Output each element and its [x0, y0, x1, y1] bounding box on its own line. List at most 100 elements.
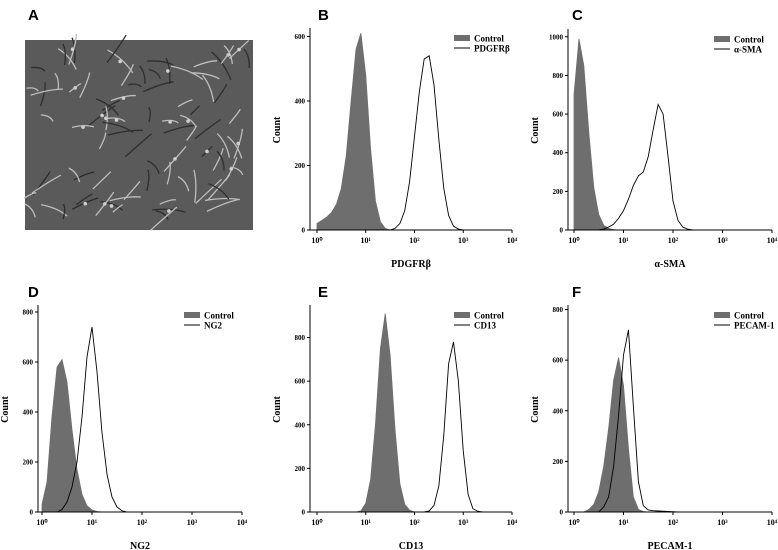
x-axis-label: PDGFRβ	[391, 259, 431, 270]
cell	[180, 114, 197, 128]
legend-swatch	[714, 312, 730, 318]
x-tick-label: 10²	[409, 236, 420, 245]
micrograph-cells	[24, 33, 250, 231]
cell	[194, 118, 222, 140]
cell	[163, 124, 195, 134]
cell	[201, 74, 215, 103]
cell	[146, 169, 150, 191]
cell	[190, 105, 200, 116]
x-tick-label: 10²	[668, 518, 679, 527]
cell	[223, 45, 233, 65]
cell	[177, 99, 193, 108]
cell	[150, 206, 178, 231]
cell	[228, 40, 250, 59]
cell	[148, 106, 151, 123]
y-axis-label: Count	[530, 395, 541, 422]
legend-label: α-SMA	[734, 45, 763, 55]
cell	[226, 135, 243, 159]
panel-label: A	[28, 7, 39, 24]
cell	[68, 167, 81, 183]
legend-label: CD13	[474, 321, 496, 331]
cell	[211, 51, 232, 81]
cell	[123, 180, 141, 201]
x-tick-label: 10⁴	[507, 236, 518, 245]
cell	[75, 193, 93, 206]
y-tick-label: 0	[302, 227, 306, 235]
x-tick-label: 10²	[137, 518, 148, 527]
cell	[216, 133, 231, 158]
y-axis-label: Count	[272, 116, 283, 143]
cell-body	[104, 116, 108, 121]
x-axis-label: α-SMA	[654, 259, 686, 270]
y-tick-label: 0	[30, 509, 34, 517]
x-tick-label: 10³	[458, 518, 469, 527]
cell-body	[166, 69, 170, 73]
x-axis-label: NG2	[130, 541, 150, 550]
cell	[170, 65, 204, 81]
cell-body	[236, 141, 241, 146]
x-tick-label: 10⁴	[767, 518, 778, 527]
cell	[110, 94, 136, 102]
cell	[107, 129, 144, 136]
x-tick-label: 10¹	[361, 518, 372, 527]
cell	[98, 132, 107, 150]
cell	[30, 66, 46, 72]
y-axis-label: Count	[272, 395, 283, 422]
cell-body	[114, 118, 119, 122]
x-tick-label: 10³	[458, 236, 469, 245]
cell	[112, 204, 123, 213]
legend-label: Control	[204, 311, 234, 321]
y-tick-label: 400	[553, 149, 564, 157]
cell-body	[205, 149, 209, 154]
cell	[107, 117, 126, 123]
cell	[62, 203, 66, 220]
cell	[213, 84, 228, 104]
cell	[71, 124, 95, 128]
x-tick-label: 10³	[717, 236, 728, 245]
y-tick-label: 400	[295, 421, 306, 429]
x-tick-label: 10⁰	[36, 518, 48, 527]
legend-label: Control	[734, 311, 764, 321]
x-tick-label: 10³	[717, 518, 728, 527]
y-tick-label: 800	[295, 334, 306, 342]
cell-body	[237, 47, 241, 52]
cell	[155, 210, 169, 220]
cell-body	[229, 167, 234, 171]
y-tick-label: 400	[295, 97, 306, 105]
cell	[220, 45, 235, 64]
legend-swatch	[714, 36, 730, 42]
micrograph	[25, 40, 253, 230]
x-tick-label: 10²	[409, 518, 420, 527]
cell	[40, 114, 54, 122]
panel-label: C	[572, 7, 583, 24]
cell	[148, 68, 161, 79]
y-tick-label: 600	[23, 359, 34, 367]
histogram-line	[317, 341, 512, 513]
histogram-area	[317, 313, 512, 513]
cell	[243, 48, 250, 68]
x-tick-label: 10²	[668, 236, 679, 245]
x-axis-label: CD13	[399, 541, 423, 550]
x-tick-label: 10¹	[618, 236, 629, 245]
y-tick-label: 200	[295, 465, 306, 473]
cell-body	[167, 209, 171, 213]
cell	[71, 197, 99, 210]
y-tick-label: 800	[553, 306, 564, 314]
histogram-area	[41, 358, 242, 513]
y-tick-label: 200	[295, 162, 306, 170]
y-tick-label: 400	[23, 409, 34, 417]
x-tick-label: 10¹	[361, 236, 372, 245]
legend-label: Control	[474, 311, 504, 321]
cell	[68, 33, 78, 65]
legend-label: PDGFRβ	[474, 44, 510, 54]
x-tick-label: 10⁰	[311, 236, 323, 245]
y-tick-label: 800	[553, 72, 564, 80]
y-tick-label: 0	[302, 509, 306, 517]
cell	[39, 82, 46, 107]
y-tick-label: 0	[560, 227, 564, 235]
cell	[195, 178, 223, 204]
y-tick-label: 600	[553, 111, 564, 119]
cell	[95, 191, 115, 217]
x-tick-label: 10⁴	[767, 236, 778, 245]
cell	[100, 201, 124, 211]
